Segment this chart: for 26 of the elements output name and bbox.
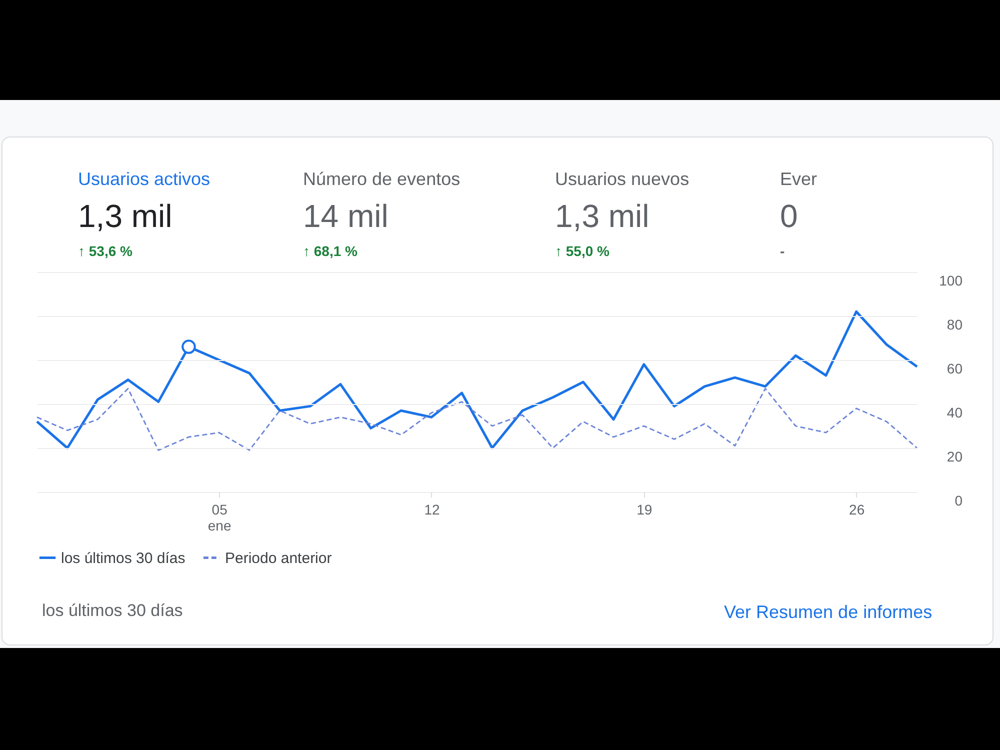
text: los últimos 30 días (42, 601, 183, 620)
text: 1,3 mil (78, 198, 172, 234)
text: Número de eventos (303, 169, 460, 189)
text: - (780, 243, 785, 259)
text: Usuarios activos (78, 169, 210, 189)
text: ↑ 53,6 % (78, 243, 134, 259)
legend-label: Periodo anterior (225, 550, 332, 567)
text: ↑ 55,0 % (555, 243, 610, 259)
y-tick-label: 80 (946, 316, 963, 332)
x-tick-label: 26 (849, 502, 865, 518)
text: 1,3 mil (555, 198, 650, 234)
x-tick-label: 05 ene (208, 502, 232, 534)
text: 14 mil (303, 198, 388, 234)
legend-label: los últimos 30 días (61, 550, 186, 567)
y-tick-label: 40 (946, 404, 963, 420)
y-tick-label: 20 (946, 448, 963, 464)
text: Usuarios nuevos (555, 169, 690, 189)
text: Ever (780, 169, 818, 189)
text: 0 (780, 198, 798, 234)
x-tick-label: 19 (636, 502, 652, 518)
x-tick-label: 12 (424, 502, 440, 518)
text: ↑ 68,1 % (303, 243, 358, 259)
text: Ver Resumen de informes (724, 602, 932, 622)
y-tick-label: 0 (954, 492, 963, 508)
y-tick-label: 100 (939, 272, 963, 288)
y-tick-label: 60 (946, 360, 963, 376)
